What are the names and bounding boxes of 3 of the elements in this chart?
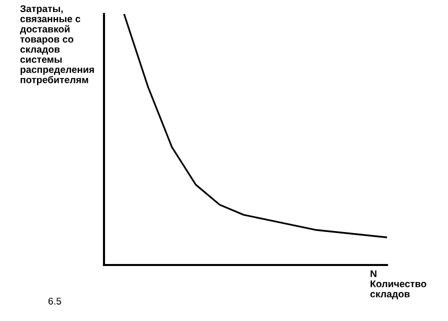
x-axis-title: N Количество складов xyxy=(370,270,426,300)
text: 6.5 xyxy=(48,298,62,305)
y-axis-title: Затраты, связанные с доставкой товаров со складов системы распределения потребителям xyxy=(20,5,94,86)
